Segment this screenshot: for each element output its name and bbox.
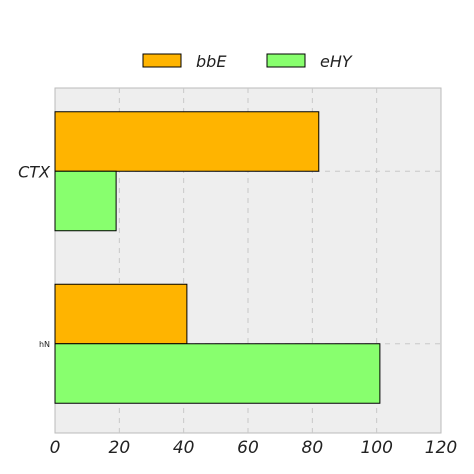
y-axis-ticks: CTX hN — [18, 162, 51, 349]
legend-label-eHY: eHY — [320, 52, 353, 71]
x-axis-ticks: 0 20 40 60 80 100 120 — [50, 438, 458, 458]
x-tick-label: 60 — [237, 438, 259, 458]
legend-swatch-bbE — [142, 53, 182, 68]
legend-label-bbE: bbE — [196, 52, 227, 71]
x-tick-label: 100 — [360, 438, 392, 458]
bar-bbE-hN — [54, 283, 188, 345]
bar-bbE-CTX — [54, 111, 320, 172]
x-tick-label: 120 — [425, 438, 457, 458]
x-tick-label: 20 — [109, 438, 131, 458]
legend-swatch-eHY — [266, 53, 306, 68]
x-tick-label: 40 — [173, 438, 195, 458]
y-tick-label: CTX — [18, 162, 51, 181]
y-tick-label: hN — [39, 340, 50, 349]
bar-eHY-hN — [54, 343, 381, 404]
bar-eHY-CTX — [54, 170, 117, 232]
legend: bbE eHY — [142, 52, 353, 71]
bars — [54, 111, 381, 404]
x-tick-label: 80 — [302, 438, 324, 458]
x-tick-label: 0 — [50, 438, 61, 458]
